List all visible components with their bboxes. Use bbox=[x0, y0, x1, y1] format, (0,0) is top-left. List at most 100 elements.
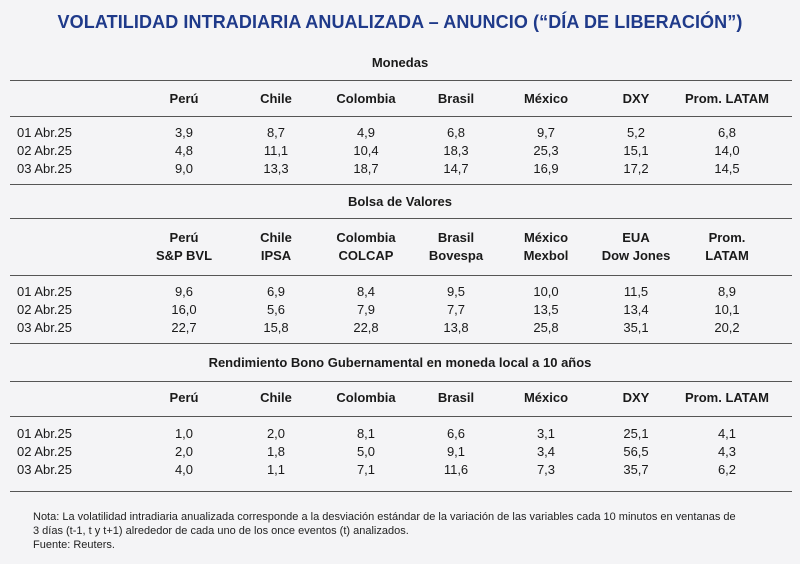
table-cell: 7,7 bbox=[446, 302, 466, 317]
table-cell: 5,0 bbox=[356, 444, 376, 459]
table-cell: 18,7 bbox=[353, 161, 379, 176]
table-cell: 5,2 bbox=[626, 125, 646, 140]
column-header: Bovespa bbox=[428, 248, 484, 263]
table-cell: 13,8 bbox=[443, 320, 469, 335]
column-header: Chile bbox=[260, 390, 292, 405]
table-cell: 8,4 bbox=[356, 284, 376, 299]
table-cell: 4,0 bbox=[174, 462, 194, 477]
row-date: 01 Abr.25 bbox=[17, 426, 72, 441]
table-cell: 6,2 bbox=[717, 462, 737, 477]
footnote: Nota: La volatilidad intradiaria anualiz… bbox=[33, 510, 778, 552]
row-date: 01 Abr.25 bbox=[17, 284, 72, 299]
table-cell: 13,4 bbox=[623, 302, 649, 317]
table-cell: 9,1 bbox=[446, 444, 466, 459]
table-cell: 25,3 bbox=[533, 143, 559, 158]
table-cell: 25,1 bbox=[623, 426, 649, 441]
row-date: 01 Abr.25 bbox=[17, 125, 72, 140]
table-cell: 10,0 bbox=[533, 284, 559, 299]
column-header: COLCAP bbox=[338, 248, 394, 263]
table-cell: 35,7 bbox=[623, 462, 649, 477]
table-cell: 15,1 bbox=[623, 143, 649, 158]
table-cell: 7,3 bbox=[536, 462, 556, 477]
column-header: México bbox=[523, 91, 569, 106]
column-header: México bbox=[523, 230, 569, 245]
table-cell: 56,5 bbox=[623, 444, 649, 459]
divider bbox=[10, 416, 792, 417]
column-header: Chile bbox=[260, 91, 292, 106]
table-cell: 13,5 bbox=[533, 302, 559, 317]
column-header: Brasil bbox=[437, 230, 475, 245]
divider bbox=[10, 116, 792, 117]
table-cell: 13,3 bbox=[263, 161, 289, 176]
table-cell: 7,1 bbox=[356, 462, 376, 477]
row-date: 02 Abr.25 bbox=[17, 143, 72, 158]
page-title: VOLATILIDAD INTRADIARIA ANUALIZADA – ANU… bbox=[57, 12, 743, 32]
table-cell: 8,1 bbox=[356, 426, 376, 441]
table-cell: 11,5 bbox=[623, 284, 649, 299]
table-cell: 9,0 bbox=[174, 161, 194, 176]
section-title: Rendimiento Bono Gubernamental en moneda… bbox=[208, 355, 592, 370]
column-header: Colombia bbox=[336, 230, 396, 245]
table-cell: 22,8 bbox=[353, 320, 379, 335]
column-header: Mexbol bbox=[523, 248, 569, 263]
table-cell: 9,7 bbox=[536, 125, 556, 140]
note-line: 3 días (t-1, t y t+1) alrededor de cada … bbox=[33, 525, 409, 537]
column-header: Dow Jones bbox=[601, 248, 671, 263]
table-cell: 8,7 bbox=[266, 125, 286, 140]
table-cell: 16,0 bbox=[171, 302, 197, 317]
table-cell: 14,7 bbox=[443, 161, 469, 176]
table-cell: 18,3 bbox=[443, 143, 469, 158]
table-cell: 6,6 bbox=[446, 426, 466, 441]
table-cell: 9,5 bbox=[446, 284, 466, 299]
table-cell: 16,9 bbox=[533, 161, 559, 176]
table-cell: 3,4 bbox=[536, 444, 556, 459]
divider bbox=[10, 343, 792, 344]
column-header: Prom. LATAM bbox=[684, 390, 769, 405]
row-date: 02 Abr.25 bbox=[17, 302, 72, 317]
note-line: Fuente: Reuters. bbox=[33, 539, 115, 551]
table-cell: 7,9 bbox=[356, 302, 376, 317]
table-cell: 17,2 bbox=[623, 161, 649, 176]
row-date: 03 Abr.25 bbox=[17, 161, 72, 176]
divider bbox=[10, 381, 792, 382]
table-cell: 11,6 bbox=[443, 462, 469, 477]
row-date: 03 Abr.25 bbox=[17, 320, 72, 335]
column-header: IPSA bbox=[260, 248, 292, 263]
table-cell: 6,8 bbox=[717, 125, 737, 140]
table-cell: 9,6 bbox=[174, 284, 194, 299]
table-cell: 3,1 bbox=[536, 426, 556, 441]
table-cell: 14,0 bbox=[714, 143, 740, 158]
column-header: Prom. LATAM bbox=[684, 91, 769, 106]
table-cell: 1,8 bbox=[266, 444, 286, 459]
column-header: Perú bbox=[169, 230, 199, 245]
table-cell: 6,8 bbox=[446, 125, 466, 140]
table-cell: 35,1 bbox=[623, 320, 649, 335]
table-cell: 1,1 bbox=[266, 462, 286, 477]
table-cell: 6,9 bbox=[266, 284, 286, 299]
column-header: Colombia bbox=[336, 91, 396, 106]
divider bbox=[10, 491, 792, 492]
table-cell: 8,9 bbox=[717, 284, 737, 299]
column-header: Brasil bbox=[437, 91, 475, 106]
table-cell: 15,8 bbox=[263, 320, 289, 335]
note-line: Nota: La volatilidad intradiaria anualiz… bbox=[33, 511, 736, 523]
column-header: México bbox=[523, 390, 569, 405]
table-cell: 25,8 bbox=[533, 320, 559, 335]
table-cell: 20,2 bbox=[714, 320, 740, 335]
column-header: Perú bbox=[169, 390, 199, 405]
section-title: Monedas bbox=[371, 55, 429, 70]
table-cell: 5,6 bbox=[266, 302, 286, 317]
column-header: LATAM bbox=[705, 248, 749, 263]
column-header: Colombia bbox=[336, 390, 396, 405]
table-cell: 4,8 bbox=[174, 143, 194, 158]
table-cell: 14,5 bbox=[714, 161, 740, 176]
column-header: DXY bbox=[622, 91, 650, 106]
table-cell: 4,9 bbox=[356, 125, 376, 140]
row-date: 02 Abr.25 bbox=[17, 444, 72, 459]
column-header: Perú bbox=[169, 91, 199, 106]
table-cell: 2,0 bbox=[174, 444, 194, 459]
table-cell: 10,1 bbox=[714, 302, 740, 317]
table-cell: 4,1 bbox=[717, 426, 737, 441]
column-header: Chile bbox=[260, 230, 292, 245]
divider bbox=[10, 184, 792, 185]
